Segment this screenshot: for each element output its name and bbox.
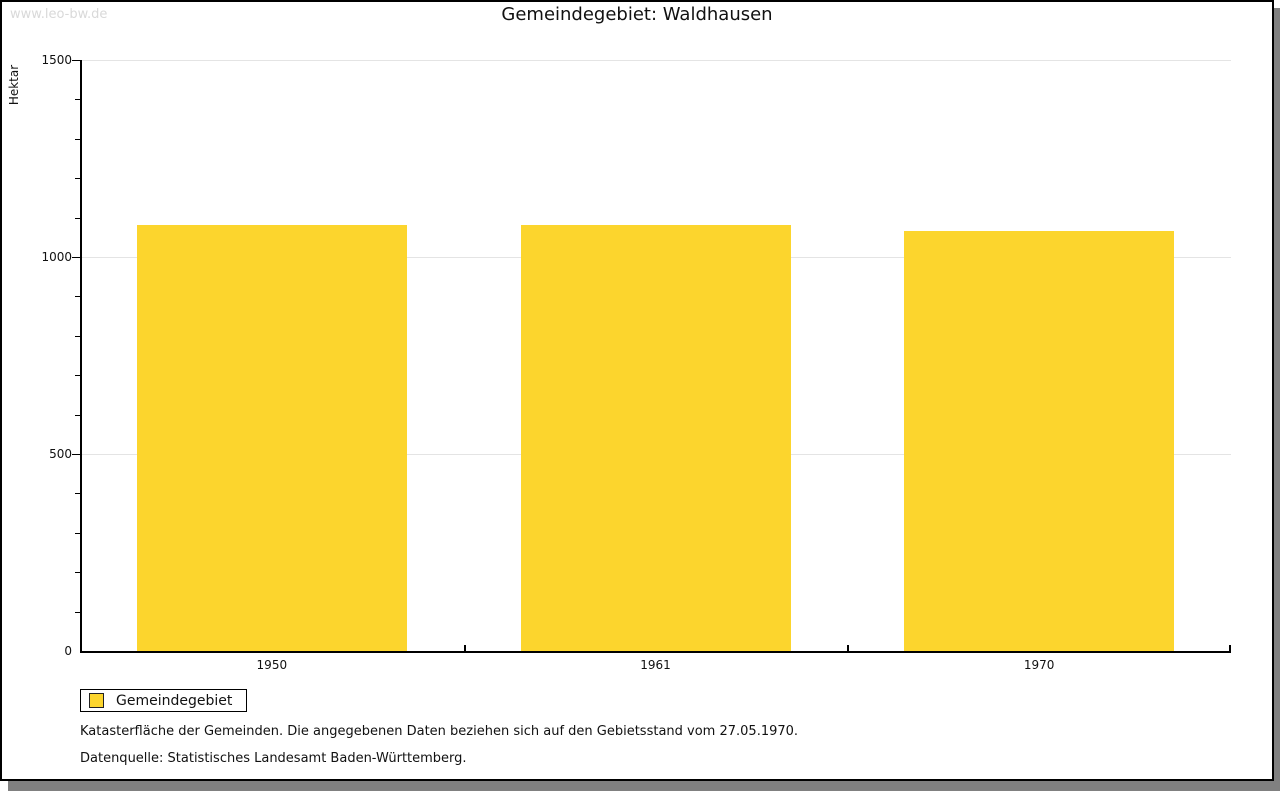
x-category-label-1950: 1950 bbox=[256, 658, 288, 672]
y-tick-800 bbox=[75, 335, 80, 337]
y-tick-500 bbox=[72, 454, 80, 455]
y-tick-900 bbox=[75, 296, 80, 298]
plot-area: 0 500 1000 1500 1950 1961 1970 bbox=[41, 53, 1231, 672]
y-tick-400 bbox=[75, 493, 80, 495]
footer-source: Datenquelle: Statistisches Landesamt Bad… bbox=[80, 751, 467, 766]
x-category-label-1961: 1961 bbox=[640, 658, 671, 672]
x-boundary-tick-1 bbox=[463, 645, 466, 651]
bar-1970 bbox=[904, 230, 1175, 651]
bar-1961 bbox=[520, 224, 791, 651]
y-tick-700 bbox=[75, 375, 80, 377]
x-boundary-tick-3 bbox=[1229, 645, 1231, 651]
legend-label: Gemeindegebiet bbox=[116, 692, 233, 709]
y-tick-label-1000: 1000 bbox=[41, 250, 72, 264]
y-tick-600 bbox=[75, 414, 80, 416]
y-tick-1000 bbox=[72, 257, 80, 258]
y-axis-line bbox=[80, 60, 82, 653]
legend-box: Gemeindegebiet bbox=[80, 689, 248, 712]
footer-note: Katasterfläche der Gemeinden. Die angege… bbox=[80, 724, 799, 739]
x-boundary-tick-2 bbox=[847, 645, 850, 651]
x-axis-line bbox=[80, 651, 1231, 653]
gridline-1500 bbox=[82, 59, 1231, 61]
watermark-text: www.leo-bw.de bbox=[10, 7, 108, 22]
y-tick-1500 bbox=[72, 60, 80, 61]
y-tick-1400 bbox=[75, 99, 80, 101]
chart-title: Gemeindegebiet: Waldhausen bbox=[501, 4, 773, 25]
x-category-label-1970: 1970 bbox=[1023, 658, 1055, 672]
y-tick-100 bbox=[75, 611, 80, 613]
y-tick-200 bbox=[75, 572, 80, 574]
legend-swatch-gemeindegebiet bbox=[89, 693, 104, 708]
y-tick-label-500: 500 bbox=[49, 447, 72, 461]
y-tick-300 bbox=[75, 532, 80, 534]
y-tick-label-0: 0 bbox=[64, 644, 72, 658]
y-axis-title: Hektar bbox=[7, 64, 21, 106]
y-tick-label-1500: 1500 bbox=[41, 53, 72, 67]
y-tick-1200 bbox=[75, 178, 80, 180]
y-tick-1100 bbox=[75, 217, 80, 219]
bar-1950 bbox=[136, 225, 407, 651]
y-tick-1300 bbox=[75, 138, 80, 140]
